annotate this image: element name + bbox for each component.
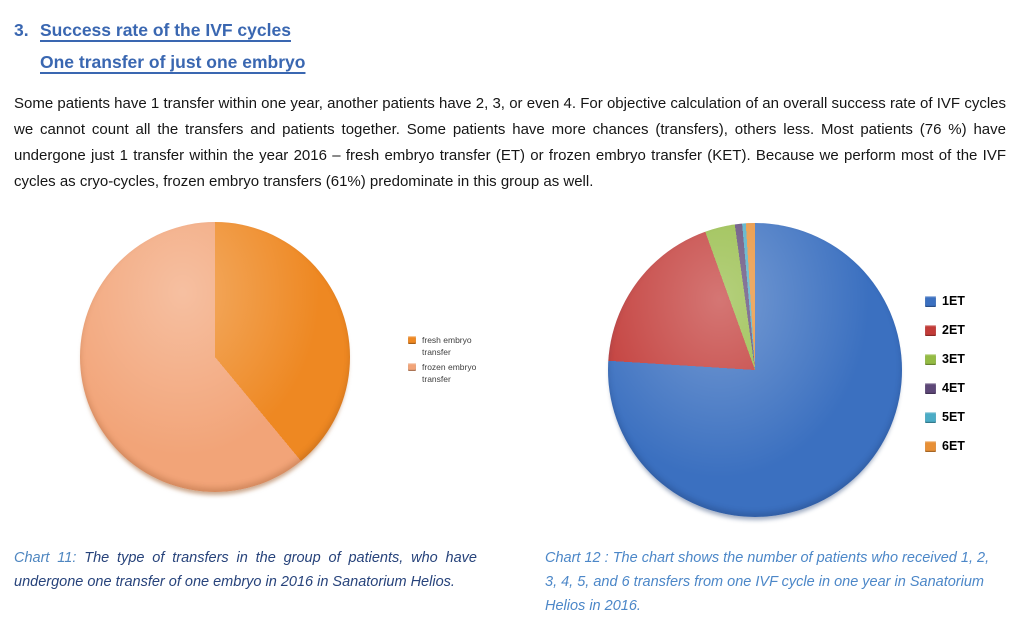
legend-label: 4ET [942, 381, 965, 395]
pie-chart-transfer-types [80, 222, 350, 492]
legend-item: fresh embryo transfer [408, 334, 496, 358]
caption-chart-12-label: Chart 12 : [545, 550, 609, 566]
legend-item: 2ET [925, 323, 965, 337]
legend-item: 3ET [925, 352, 965, 366]
legend-item: 5ET [925, 410, 965, 424]
legend-transfer-types: fresh embryo transfer frozen embryo trans… [408, 334, 496, 388]
pie-chart-transfer-counts [608, 223, 902, 517]
legend-marker-icon [925, 296, 936, 307]
legend-label: 6ET [942, 439, 965, 453]
section-number: 3. [14, 20, 29, 40]
legend-marker-icon [925, 412, 936, 423]
legend-marker-icon [925, 441, 936, 452]
legend-label: 5ET [942, 410, 965, 424]
legend-transfer-counts: 1ET 2ET 3ET 4ET 5ET 6ET [925, 294, 965, 468]
caption-chart-11-text: The type of transfers in the group of pa… [14, 550, 477, 590]
caption-chart-11: Chart 11: The type of transfers in the g… [14, 546, 477, 594]
caption-chart-11-label: Chart 11: [14, 550, 77, 566]
legend-item: frozen embryo transfer [408, 361, 496, 385]
section-heading: 3. Success rate of the IVF cycles One tr… [14, 14, 305, 78]
legend-item: 4ET [925, 381, 965, 395]
caption-chart-12-text: The chart shows the number of patients w… [545, 550, 990, 614]
legend-marker-icon [925, 354, 936, 365]
legend-marker-icon [925, 325, 936, 336]
legend-item: 1ET [925, 294, 965, 308]
legend-label: 2ET [942, 323, 965, 337]
legend-label: 1ET [942, 294, 965, 308]
body-paragraph: Some patients have 1 transfer within one… [14, 95, 1006, 190]
legend-marker-icon [408, 363, 416, 371]
caption-chart-12: Chart 12 : The chart shows the number of… [545, 546, 995, 618]
legend-item: 6ET [925, 439, 965, 453]
legend-label: fresh embryo transfer [422, 335, 472, 357]
legend-marker-icon [408, 336, 416, 344]
section-title: Success rate of the IVF cycles [40, 20, 291, 40]
legend-label: 3ET [942, 352, 965, 366]
section-subtitle: One transfer of just one embryo [40, 52, 306, 72]
legend-label: frozen embryo transfer [422, 362, 477, 384]
legend-marker-icon [925, 383, 936, 394]
